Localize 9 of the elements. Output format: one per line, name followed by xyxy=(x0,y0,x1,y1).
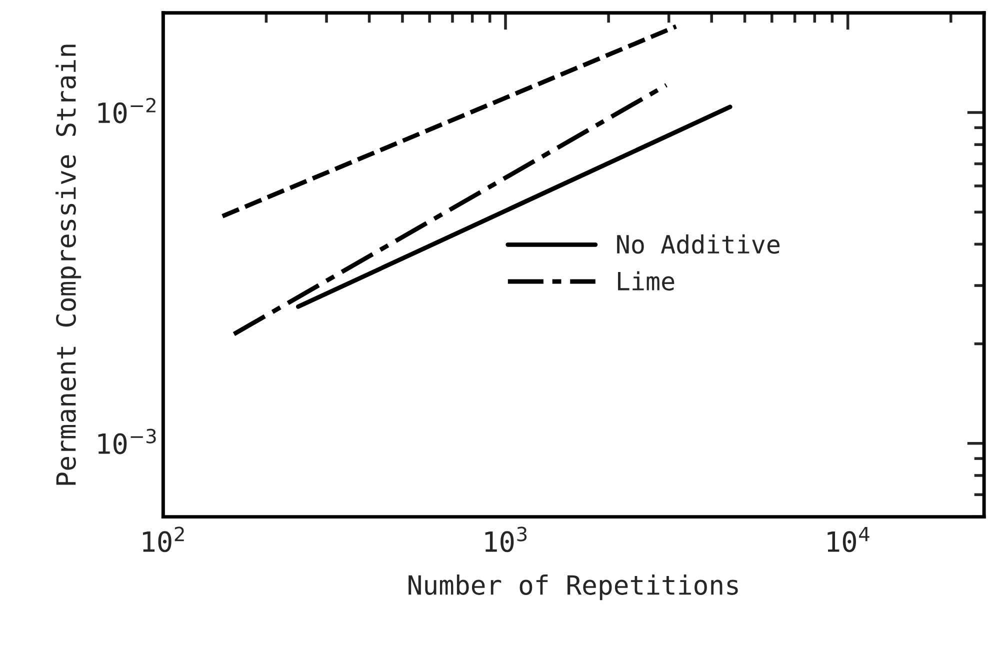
legend-label: Lime xyxy=(618,271,674,291)
y-axis-title: Permanent Compressive Strain xyxy=(56,44,82,485)
x-tick-label: 10$^{4}$ xyxy=(828,526,870,552)
x-tick-label: 10$^{2}$ xyxy=(143,526,184,552)
y-tick-label: 10$^{−3}$ xyxy=(98,428,156,454)
legend-label: No Additive xyxy=(617,234,780,254)
x-tick-label: 10$^{3}$ xyxy=(485,526,527,552)
y-tick-label: 10$^{−2}$ xyxy=(98,98,156,124)
x-axis-title: Number of Repetitions xyxy=(408,574,738,600)
